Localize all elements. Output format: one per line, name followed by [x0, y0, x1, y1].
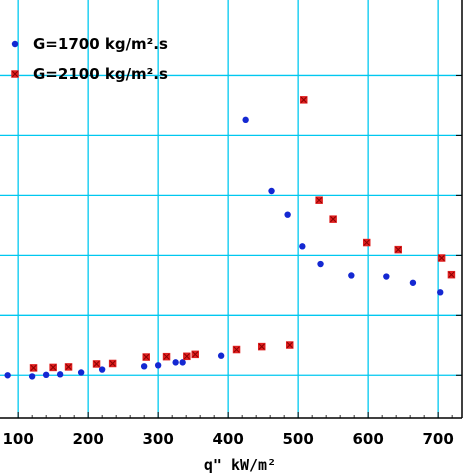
series-2-point-6-x2	[143, 353, 150, 361]
grid-lines	[0, 0, 462, 418]
data-markers	[4, 96, 456, 380]
series-2-point-18	[437, 254, 446, 262]
series-2-point-17	[394, 245, 402, 254]
series-2-point-7	[162, 352, 171, 361]
series-1-point-11	[217, 352, 225, 359]
series-2-point-5-x2	[109, 360, 116, 367]
series-2-point-13	[299, 96, 308, 104]
legend-marker-2-shape-x2	[11, 70, 19, 78]
series-2-point-8-x2	[183, 353, 190, 360]
legend-marker-2-shape	[11, 70, 19, 78]
series-2-point-5	[108, 359, 117, 368]
x-tick-label-400: 400	[212, 430, 243, 448]
legend-label-series-2: G=2100 kg/m².s	[33, 65, 168, 83]
series-2-point-14-x2	[316, 197, 323, 204]
series-1-point-2	[28, 373, 36, 380]
series-2-point-19-x2	[448, 271, 455, 278]
series-1-point-15	[299, 243, 306, 250]
x-axis-label: q" kW/m²	[204, 456, 276, 474]
x-tick-label-500: 500	[282, 430, 313, 448]
series-2-point-2	[49, 363, 57, 372]
series-2-point-19	[447, 270, 456, 279]
legend-marker-series-1	[11, 40, 19, 48]
series-2-point-12	[285, 341, 294, 349]
x-tick-label-300: 300	[142, 430, 173, 448]
series-1-point-1	[4, 372, 11, 379]
series-1-point-13	[268, 187, 275, 195]
series-1-point-4	[56, 371, 64, 378]
series-2-point-9-x2	[192, 351, 199, 358]
series-2-point-2-x2	[50, 364, 57, 371]
series-2-point-1-x2	[30, 364, 37, 371]
series-2-point-10-x2	[233, 346, 240, 353]
series-2-point-6	[142, 353, 150, 361]
legend: G=1700 kg/m².s G=2100 kg/m².s	[11, 35, 168, 83]
series-1-point-20	[437, 289, 444, 296]
series-2-point-9	[191, 350, 199, 359]
series-2-point-17-x2	[395, 246, 402, 253]
series-1-point-18	[383, 273, 390, 280]
series-2-point-11	[257, 342, 266, 351]
series-1-point-3	[42, 371, 50, 379]
series-1-point-6	[98, 366, 106, 373]
legend-marker-series-2	[11, 70, 19, 78]
series-2-point-7-x2	[163, 353, 170, 360]
series-2-point-11-x2	[258, 343, 265, 350]
x-tick-label-100: 100	[2, 430, 33, 448]
series-2-point-15	[329, 215, 337, 223]
plot-frame	[0, 0, 463, 419]
x-tick-label-700: 700	[422, 430, 453, 448]
series-1-point-17	[348, 272, 355, 279]
series-2-point-3	[64, 363, 73, 371]
series-2-point-13-x2	[300, 96, 307, 103]
series-2-point-15-x2	[330, 216, 337, 223]
series-2-point-4-x2	[93, 360, 100, 368]
series-2-point-8	[183, 352, 191, 361]
series-2-point-18-x2	[438, 254, 445, 262]
series-2-point-16	[362, 238, 371, 247]
series-1-point-7	[140, 363, 148, 370]
x-tick-label-200: 200	[72, 430, 103, 448]
legend-label-series-1: G=1700 kg/m².s	[33, 35, 168, 53]
legend-marker-1-shape	[11, 40, 19, 48]
x-tick-label-600: 600	[352, 430, 383, 448]
series-2-point-4	[92, 360, 101, 368]
series-1-point-10	[179, 359, 186, 366]
series-1-point-16	[317, 260, 324, 268]
series-1-point-8	[154, 362, 162, 369]
series-2-point-16-x2	[363, 239, 370, 246]
series-1-point-14	[284, 211, 291, 218]
series-1-point-5	[77, 369, 85, 376]
series-1-point-12	[242, 116, 249, 124]
x-tick-labels: 100200300400500600700800	[2, 430, 453, 448]
series-2-point-3-x2	[65, 363, 72, 371]
series-2-point-1	[29, 364, 38, 372]
series-2-point-14	[315, 196, 323, 204]
series-1-point-9	[172, 359, 179, 366]
series-2-point-12-x2	[286, 341, 293, 349]
series-1-point-19	[409, 279, 417, 286]
series-2-point-10	[232, 345, 241, 354]
